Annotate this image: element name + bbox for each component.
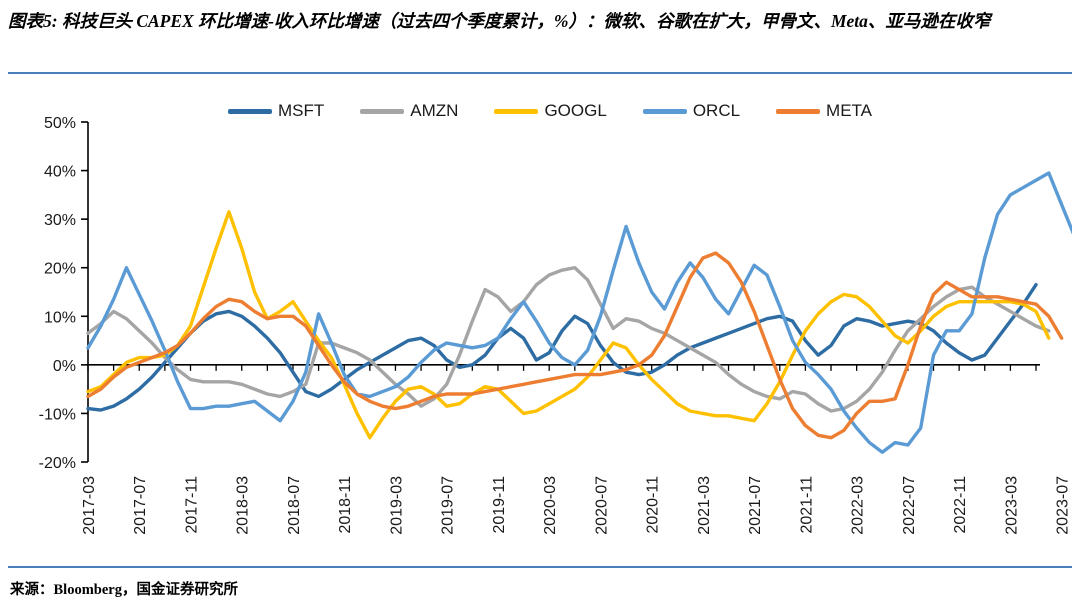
x-tick-label: 2017-07 [132,476,149,535]
legend-label-msft: MSFT [278,101,325,120]
x-tick-label: 2019-11 [491,476,508,534]
source-note: 来源：Bloomberg，国金证券研究所 [10,582,238,598]
series-line-googl [86,210,1051,440]
series-line-meta [86,251,1064,440]
series-line-amzn [86,266,1051,413]
x-tick-label: 2020-11 [645,476,662,534]
legend-item-msft[interactable]: MSFT [228,101,324,121]
x-tick-label: 2019-03 [388,476,405,535]
x-tick-label: 2021-07 [747,476,764,535]
x-tick-label: 2020-07 [593,476,610,535]
x-tick-label: 2017-11 [183,476,200,534]
x-tick-label: 2020-03 [542,476,559,535]
chart-container: 50% 40% 30% 20% 10% 0% -10% -20% 2017-03 2017-07 2… [8,80,1072,562]
x-tick-label: 2023-03 [1003,476,1020,535]
legend-item-amzn[interactable]: AMZN [360,101,458,121]
legend-label-orcl: ORCL [692,101,741,120]
x-tick-label: 2018-11 [337,476,354,534]
y-tick-label: -20% [39,455,76,472]
legend-label-googl: GOOGL [544,101,607,120]
legend-item-meta[interactable]: META [776,101,872,121]
legend-swatch-meta [776,108,821,114]
figure-title-block: 图表5: 科技巨头 CAPEX 环比增速-收入环比增速（过去四个季度累计，%）：… [8,6,1072,36]
y-tick-label: -10% [39,406,76,423]
y-tick-label: 0% [53,358,76,375]
y-tick-label: 50% [44,115,76,132]
x-tick-label: 2021-03 [696,476,713,535]
page-title: 图表5: 科技巨头 CAPEX 环比增速-收入环比增速（过去四个季度累计，%）：… [8,11,991,31]
legend-swatch-amzn [360,108,405,114]
x-tick-label: 2018-07 [286,476,303,535]
legend-label-amzn: AMZN [410,101,459,120]
legend-swatch-googl [494,108,539,114]
line-chart: 50% 40% 30% 20% 10% 0% -10% -20% 2017-03 2017-07 2… [39,115,1072,535]
chart-legend: MSFT AMZN GOOGL ORCL META [228,101,872,121]
y-tick-label: 20% [44,261,76,278]
legend-item-orcl[interactable]: ORCL [642,101,741,121]
x-tick-label: 2021-11 [798,476,815,534]
legend-label-meta: META [826,101,873,120]
x-tick-label: 2022-11 [952,476,969,534]
series-line-orcl [86,171,1072,454]
title-divider [8,72,1072,74]
x-tick-label: 2022-03 [850,476,867,535]
y-tick-label: 10% [44,309,76,326]
legend-swatch-orcl [642,108,687,114]
y-tick-label: 30% [44,212,76,229]
series-line-msft [86,283,1038,412]
legend-item-googl[interactable]: GOOGL [494,101,607,121]
x-tick-label: 2019-07 [440,476,457,535]
y-tick-label: 40% [44,164,76,181]
x-tick-label: 2017-03 [81,476,98,535]
legend-swatch-msft [228,108,272,114]
x-tick-label: 2023-07 [1055,476,1072,535]
footer-divider [8,566,1072,568]
x-tick-label: 2022-07 [901,476,918,535]
x-tick-label: 2018-03 [235,476,252,535]
